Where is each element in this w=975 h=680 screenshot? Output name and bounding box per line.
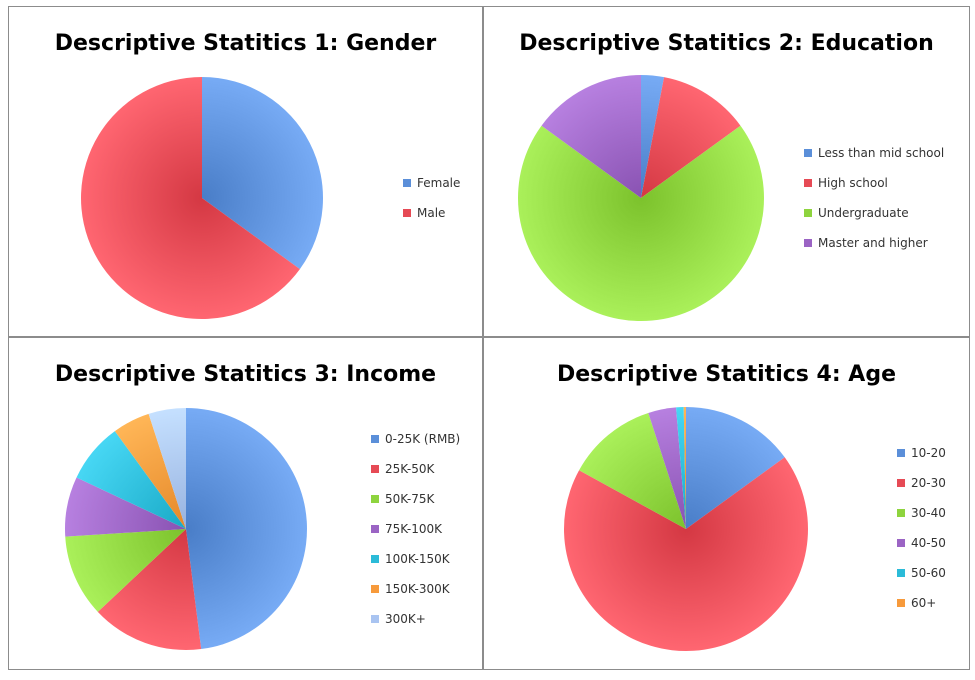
pie-slice-40-50: [648, 407, 686, 529]
legend-label: 20-30: [911, 476, 946, 490]
legend-swatch: [897, 539, 905, 547]
pie-slice-10-20: [686, 407, 785, 529]
legend-swatch: [403, 209, 411, 217]
pie-slice-60: [683, 407, 686, 529]
legend-label: Undergraduate: [818, 206, 909, 220]
legend-item-75k-100k: 75K-100K: [371, 519, 460, 539]
legend-item-60: 60+: [897, 593, 946, 613]
legend-swatch: [897, 449, 905, 457]
legend-swatch: [804, 179, 812, 187]
pie-slice-25k-50k: [97, 529, 202, 650]
legend-item-0-25k-rmb: 0-25K (RMB): [371, 429, 460, 449]
age-pie-chart: [564, 407, 808, 651]
legend-swatch: [371, 555, 379, 563]
income-pie-chart: [65, 408, 307, 650]
legend-item-150k-300k: 150K-300K: [371, 579, 460, 599]
legend-item-master-and-higher: Master and higher: [804, 233, 944, 253]
legend-item-50-60: 50-60: [897, 563, 946, 583]
income-chart-panel: Descriptive Statitics 3: Income 0-25K (R…: [8, 337, 483, 670]
legend-label: Female: [417, 176, 461, 190]
pie-slice-less-than-mid-school: [641, 75, 665, 198]
legend-item-25k-50k: 25K-50K: [371, 459, 460, 479]
legend-label: Master and higher: [818, 236, 928, 250]
legend-swatch: [804, 209, 812, 217]
legend-swatch: [371, 435, 379, 443]
pie-slice-male: [80, 77, 300, 320]
age-legend: 10-20 20-30 30-40 40-50 50-60 60+: [897, 443, 946, 623]
legend-item-100k-150k: 100K-150K: [371, 549, 460, 569]
education-pie-chart: [518, 75, 764, 321]
gender-legend: Female Male: [403, 173, 460, 233]
legend-label: 150K-300K: [385, 582, 450, 596]
legend-label: High school: [818, 176, 888, 190]
legend-swatch: [804, 149, 812, 157]
legend-label: Male: [417, 206, 446, 220]
legend-item-30-40: 30-40: [897, 503, 946, 523]
pie-slice-50-60: [676, 407, 686, 529]
legend-label: 100K-150K: [385, 552, 450, 566]
legend-swatch: [371, 495, 379, 503]
gender-pie-chart: [80, 77, 323, 320]
education-legend: Less than mid school High school Undergrad…: [804, 143, 944, 263]
pie-slice-20-30: [564, 457, 808, 651]
legend-label: 0-25K (RMB): [385, 432, 461, 446]
legend-swatch: [371, 615, 379, 623]
legend-label: 50-60: [911, 566, 946, 580]
legend-swatch: [804, 239, 812, 247]
legend-swatch: [403, 179, 411, 187]
gender-chart-panel: Descriptive Statitics 1: Gender Female Ma…: [8, 6, 483, 337]
legend-item-10-20: 10-20: [897, 443, 946, 463]
legend-swatch: [897, 569, 905, 577]
pie-slice-high-school: [641, 77, 741, 198]
pie-slice-300k: [148, 408, 186, 529]
legend-label: 50K-75K: [385, 492, 435, 506]
income-legend: 0-25K (RMB) 25K-50K 50K-75K 75K-100K 100K-15…: [371, 429, 460, 639]
legend-item-female: Female: [403, 173, 460, 193]
legend-item-undergraduate: Undergraduate: [804, 203, 944, 223]
legend-label: 75K-100K: [385, 522, 442, 536]
pie-slice-75k-100k: [65, 477, 186, 537]
pie-slice-female: [202, 77, 323, 270]
legend-label: 25K-50K: [385, 462, 435, 476]
legend-label: 30-40: [911, 506, 946, 520]
legend-item-less-than-mid-school: Less than mid school: [804, 143, 944, 163]
legend-label: 10-20: [911, 446, 946, 460]
pie-slice-50k-75k: [65, 529, 186, 612]
legend-item-male: Male: [403, 203, 460, 223]
education-chart-panel: Descriptive Statitics 2: Education Less …: [483, 6, 970, 337]
pie-slice-30-40: [579, 412, 686, 529]
legend-item-300k: 300K+: [371, 609, 460, 629]
legend-item-high-school: High school: [804, 173, 944, 193]
legend-label: 300K+: [385, 612, 426, 626]
legend-swatch: [897, 599, 905, 607]
legend-label: 60+: [911, 596, 937, 610]
legend-swatch: [371, 585, 379, 593]
legend-item-20-30: 20-30: [897, 473, 946, 493]
pie-slice-0-25k-rmb: [186, 408, 307, 650]
chart-title: Descriptive Statitics 1: Gender: [54, 31, 437, 56]
legend-label: Less than mid school: [818, 146, 945, 160]
chart-title: Descriptive Statitics 4: Age: [556, 362, 896, 387]
chart-title: Descriptive Statitics 3: Income: [54, 362, 437, 387]
legend-item-50k-75k: 50K-75K: [371, 489, 460, 509]
legend-swatch: [897, 509, 905, 517]
pie-slice-100k-150k: [76, 431, 186, 529]
age-chart-panel: Descriptive Statitics 4: Age 10-20 20-30 3…: [483, 337, 970, 670]
legend-swatch: [897, 479, 905, 487]
legend-label: 40-50: [911, 536, 946, 550]
legend-item-40-50: 40-50: [897, 533, 946, 553]
legend-swatch: [371, 525, 379, 533]
pie-slice-undergraduate: [518, 125, 764, 321]
pie-slice-150k-300k: [114, 413, 186, 529]
chart-title: Descriptive Statitics 2: Education: [519, 31, 934, 56]
pie-slice-master-and-higher: [541, 75, 641, 198]
legend-swatch: [371, 465, 379, 473]
